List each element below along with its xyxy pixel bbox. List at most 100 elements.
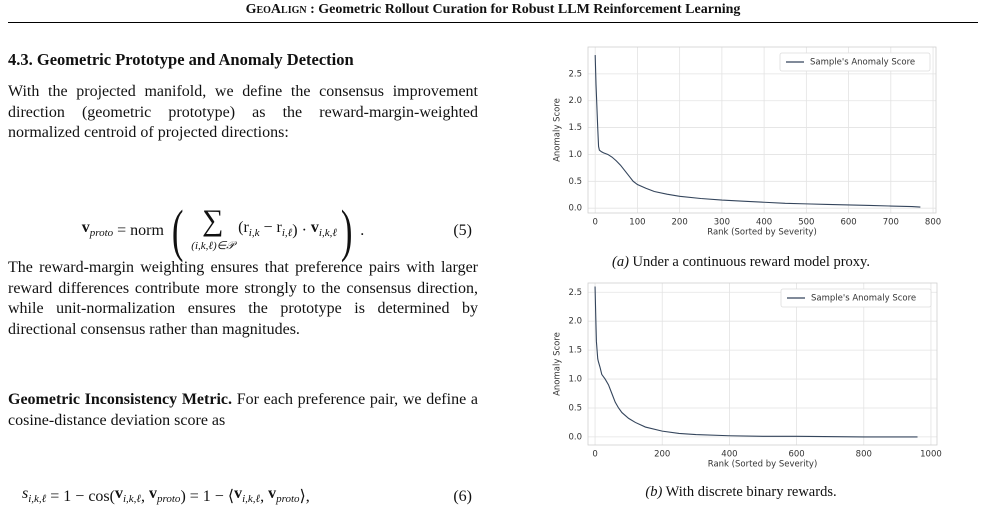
math-text: ) ·	[292, 221, 311, 239]
x-tick-label: 600	[840, 218, 856, 228]
math-text: v	[310, 219, 319, 237]
math-subscript: i,ℓ	[281, 227, 293, 240]
sum-range: (i,k,ℓ)∈𝒫	[191, 239, 235, 252]
summation: ∑ (i,k,ℓ)∈𝒫	[191, 203, 235, 257]
math-term: vi,k,ℓ	[311, 218, 337, 244]
y-tick-label: 1.0	[568, 150, 582, 160]
paragraph-text: For each preference pair, we define a co…	[8, 391, 478, 429]
math-term: vi,k,ℓ	[234, 484, 260, 510]
math-subscript: i,k,ℓ	[122, 493, 141, 506]
math-subscript: i,k,ℓ	[242, 493, 261, 506]
math-term: = 1 − cos(	[46, 487, 115, 508]
y-tick-label: 0.5	[568, 177, 582, 187]
caption-text: Under a continuous reward model proxy.	[628, 254, 870, 270]
y-tick-label: 0.0	[568, 204, 582, 214]
math-subscript: i,k,ℓ	[318, 227, 337, 240]
y-tick-label: 2.5	[568, 288, 582, 298]
math-term: .	[356, 221, 364, 242]
header-rule	[8, 22, 978, 23]
x-axis-label: Rank (Sorted by Severity)	[707, 228, 817, 238]
x-tick-label: 200	[654, 450, 670, 460]
math-text: − r	[259, 219, 282, 237]
math-term: si,k,ℓ	[22, 484, 46, 510]
math-term: ,	[141, 487, 149, 508]
math-text: ,	[260, 487, 269, 505]
math-term: = norm	[113, 221, 168, 242]
math-subscript: proto	[157, 493, 181, 506]
legend-box	[779, 52, 931, 72]
y-tick-label: 1.5	[568, 123, 582, 133]
data-line	[594, 286, 918, 438]
x-tick-label: 0	[592, 218, 597, 228]
math-term: ,	[260, 487, 268, 508]
caption-text: With discrete binary rewards.	[662, 484, 837, 500]
math-subscript: i,k,ℓ	[28, 493, 47, 506]
y-tick-label: 1.5	[568, 346, 582, 356]
paragraph: The reward-margin weighting ensures that…	[8, 259, 478, 338]
y-tick-label: 0.0	[568, 432, 582, 442]
running-header: GeoAlign : Geometric Rollout Curation fo…	[0, 2, 986, 18]
math-text: v	[234, 485, 243, 503]
section-heading: 4.3. Geometric Prototype and Anomaly Det…	[8, 50, 354, 69]
equation: vproto = norm (∑ (i,k,ℓ)∈𝒫 (ri,k − ri,ℓ) ·…	[8, 196, 478, 266]
data-line	[594, 55, 921, 208]
legend-label: Sample's Anomaly Score	[810, 58, 915, 68]
y-tick-label: 2.5	[568, 69, 582, 79]
plot-frame	[587, 46, 937, 214]
math-term: vproto	[268, 484, 299, 510]
plot-frame	[587, 282, 938, 446]
caption: (b) With discrete binary rewards.	[541, 484, 941, 501]
x-tick-label: 800	[856, 450, 872, 460]
x-tick-label: 600	[788, 450, 804, 460]
math-term: vproto	[82, 218, 113, 244]
x-tick-label: 800	[925, 218, 941, 228]
caption-label: (a)	[612, 254, 629, 270]
math-term: ) = 1 − ⟨	[180, 487, 234, 508]
math-text: v	[149, 485, 157, 503]
equation-number: (6)	[453, 487, 472, 505]
math-term: ) ·	[292, 221, 311, 242]
chart: 0.0 0.5 1.0 1.5 2.0 2.5 0 100 200 300 400 500 600 700…	[553, 46, 941, 238]
math-text: (r	[238, 219, 249, 237]
header-title: : Geometric Rollout Curation for Robust …	[310, 2, 741, 17]
math-text: = norm	[113, 221, 168, 239]
math-subscript: i,k	[248, 227, 260, 240]
paragraph-heading: Geometric Inconsistency Metric.	[8, 391, 233, 408]
x-tick-label: 400	[721, 450, 737, 460]
y-axis-label: Anomaly Score	[553, 98, 563, 162]
math-term: − ri,ℓ	[260, 218, 293, 244]
math-text: s	[22, 485, 29, 503]
x-tick-label: 700	[883, 218, 899, 228]
x-tick-label: 1000	[920, 450, 942, 460]
x-tick-label: 0	[592, 450, 597, 460]
y-tick-label: 2.0	[568, 317, 582, 327]
math-text: = 1 − cos(	[46, 487, 115, 505]
paren: (	[171, 198, 184, 263]
header-name: GeoAlign	[245, 2, 307, 17]
y-tick-label: 2.0	[568, 96, 582, 106]
y-axis-label: Anomaly Score	[553, 332, 563, 396]
math-term: ⟩,	[300, 487, 310, 508]
sum-symbol: ∑	[202, 203, 224, 237]
chart: 0.0 0.5 1.0 1.5 2.0 2.5 0 200 400 600 800 1000 Rank …	[553, 282, 942, 470]
paren: )	[340, 198, 353, 263]
legend-box	[780, 288, 932, 308]
math-subscript: proto	[276, 493, 300, 506]
math-text: ) = 1 − ⟨	[180, 487, 235, 505]
math-text: .	[356, 221, 365, 239]
caption: (a) Under a continuous reward model prox…	[541, 254, 941, 271]
paragraph: With the projected manifold, we define t…	[8, 83, 478, 141]
x-tick-label: 100	[629, 218, 645, 228]
math-subscript: proto	[89, 227, 114, 240]
caption-label: (b)	[645, 484, 663, 500]
y-tick-label: 1.0	[568, 375, 582, 385]
math-term: vproto	[149, 484, 180, 510]
x-tick-label: 300	[714, 218, 730, 228]
math-text: v	[114, 485, 123, 503]
x-tick-label: 200	[672, 218, 688, 228]
equation-number: (5)	[453, 221, 472, 239]
math-term: vi,k,ℓ	[115, 484, 141, 510]
y-tick-label: 0.5	[568, 403, 582, 413]
math-term: (ri,k	[238, 218, 259, 244]
